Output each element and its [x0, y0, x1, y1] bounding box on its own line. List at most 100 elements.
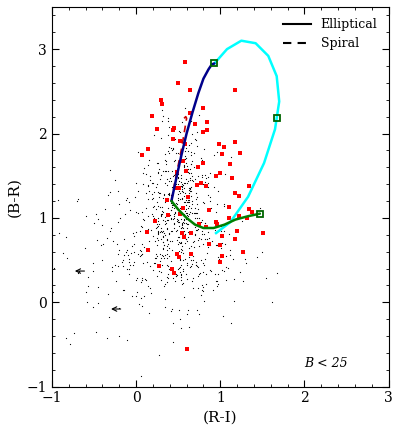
Point	[153, 251, 160, 257]
Point	[196, 270, 203, 277]
Point	[176, 233, 182, 240]
Point	[202, 219, 208, 226]
Point	[179, 222, 186, 229]
Point	[167, 178, 174, 184]
Point	[194, 210, 200, 216]
Point	[139, 209, 145, 216]
Point	[183, 155, 189, 162]
Point	[119, 259, 125, 266]
Point	[274, 270, 280, 277]
Point	[162, 217, 168, 224]
Point	[94, 236, 100, 243]
Point	[176, 254, 182, 260]
Point	[126, 199, 132, 206]
Point	[144, 259, 150, 266]
Point	[178, 178, 184, 185]
Point	[179, 247, 186, 254]
Point	[174, 250, 180, 257]
Point	[171, 124, 177, 131]
Point	[177, 195, 184, 202]
Point	[155, 229, 162, 235]
Point	[197, 270, 204, 276]
Point	[174, 216, 180, 222]
Point	[164, 210, 170, 216]
Point	[200, 128, 206, 135]
Point	[185, 233, 192, 240]
Point	[136, 246, 143, 253]
Point	[183, 159, 189, 166]
Point	[176, 247, 182, 254]
Point	[175, 265, 181, 272]
Point	[48, 246, 54, 253]
Point	[170, 186, 177, 193]
Point	[178, 183, 185, 190]
Point	[95, 215, 101, 222]
Point	[192, 120, 198, 127]
Point	[162, 168, 168, 175]
Point	[183, 206, 190, 213]
Point	[164, 197, 170, 204]
Point	[226, 203, 233, 210]
Point	[149, 267, 156, 273]
Point	[198, 156, 205, 163]
Point	[164, 217, 171, 224]
Point	[193, 262, 199, 269]
Point	[163, 220, 169, 227]
Point	[168, 266, 175, 273]
Point	[168, 192, 174, 199]
Point	[124, 337, 130, 343]
Point	[162, 156, 169, 163]
Point	[212, 172, 219, 179]
Point	[184, 225, 190, 232]
Point	[167, 212, 173, 219]
Point	[181, 192, 188, 199]
Point	[181, 163, 188, 170]
Point	[168, 145, 174, 152]
Point	[144, 283, 151, 289]
Point	[179, 187, 185, 194]
Point	[120, 235, 127, 242]
Point	[226, 214, 232, 221]
Point	[124, 265, 130, 272]
Point	[194, 263, 200, 270]
Point	[158, 212, 164, 219]
Point	[198, 154, 204, 161]
Point	[178, 324, 184, 331]
Point	[139, 250, 145, 257]
Point	[158, 255, 164, 262]
Point	[214, 221, 220, 228]
Point	[186, 324, 192, 330]
Point	[162, 232, 168, 238]
Point	[166, 190, 172, 197]
Point	[189, 198, 196, 205]
Point	[199, 198, 206, 205]
Point	[115, 251, 121, 258]
Point	[171, 157, 177, 164]
Point	[165, 143, 172, 150]
Point	[159, 100, 165, 107]
Point	[180, 204, 186, 211]
Point	[190, 238, 196, 245]
Point	[172, 210, 178, 217]
Point	[182, 207, 189, 214]
Point	[151, 260, 157, 267]
Point	[190, 284, 196, 291]
Point	[171, 269, 177, 276]
Point	[178, 172, 184, 178]
Point	[156, 190, 162, 197]
Point	[170, 186, 176, 193]
Point	[178, 185, 185, 192]
Point	[204, 183, 211, 190]
Point	[188, 149, 194, 156]
Point	[159, 229, 165, 235]
Point	[193, 261, 199, 268]
Point	[168, 215, 174, 222]
Point	[154, 252, 160, 259]
Point	[172, 171, 178, 178]
Point	[218, 240, 225, 247]
Point	[99, 257, 106, 264]
Point	[194, 227, 201, 234]
Point	[156, 176, 163, 183]
Point	[198, 180, 204, 187]
Point	[158, 236, 164, 243]
